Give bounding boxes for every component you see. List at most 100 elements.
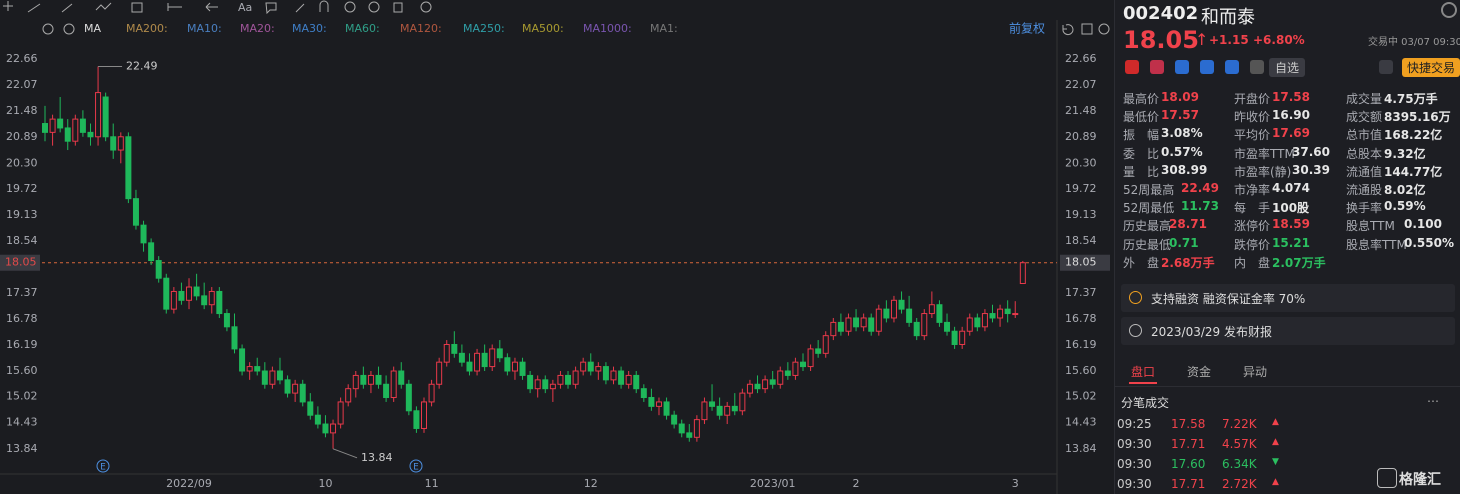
delete-tool[interactable]	[393, 2, 403, 13]
undo-icon[interactable]	[1062, 24, 1074, 36]
candle-body	[534, 379, 541, 390]
candle-body	[64, 127, 71, 142]
stat-value: 4.75万手	[1384, 92, 1438, 106]
change-pct: +6.80%	[1253, 33, 1305, 47]
candle-body	[261, 370, 268, 385]
stat-value: 0.59%	[1384, 199, 1426, 214]
candle-body	[1004, 308, 1011, 315]
candle-body	[314, 414, 321, 425]
settings-icon[interactable]	[42, 23, 54, 35]
candle-body	[216, 290, 223, 315]
line-tool[interactable]	[27, 3, 41, 13]
hide-tool[interactable]	[368, 1, 380, 13]
crosshair-icon[interactable]	[3, 1, 13, 11]
stat-label: 最高价	[1123, 92, 1160, 106]
stat-label: 内 盘	[1234, 255, 1271, 270]
ticks-title: 分笔成交	[1121, 396, 1170, 410]
tab[interactable]: 异动	[1243, 365, 1268, 379]
range-tool[interactable]	[167, 3, 182, 11]
candle-body	[375, 374, 382, 385]
candle-body	[148, 242, 155, 262]
candle-body	[959, 330, 966, 345]
stock-name: 和而泰	[1201, 7, 1255, 28]
y-tick-label-right: 19.72	[1065, 182, 1097, 195]
y-tick-label-right: 22.66	[1065, 52, 1097, 65]
notice-icon	[1129, 324, 1142, 337]
candle-body	[542, 379, 549, 390]
ma-label[interactable]: MA	[84, 22, 101, 35]
stat-value: 17.58	[1272, 90, 1310, 104]
candle-body	[625, 374, 632, 385]
y-tick-label-right: 15.60	[1065, 364, 1097, 377]
y-tick-label: 20.89	[6, 130, 38, 143]
tab[interactable]: 盘口	[1131, 365, 1156, 379]
candle-body	[87, 131, 94, 138]
pen-tool[interactable]	[295, 3, 305, 13]
compare-tool[interactable]	[420, 1, 432, 13]
candle-body	[132, 198, 139, 226]
brand: 格隆汇	[1399, 472, 1441, 488]
candle-body	[602, 366, 609, 381]
trade-price: 17.60	[1171, 457, 1206, 471]
layout-icon[interactable]	[1081, 23, 1093, 35]
notice-icon	[1129, 291, 1142, 304]
undo-tool[interactable]	[205, 2, 218, 12]
x-tick-label: 2022/09	[166, 477, 212, 490]
settings-icon[interactable]	[1441, 2, 1457, 18]
stat-label: 总股本	[1346, 146, 1383, 161]
settings-icon[interactable]	[1098, 23, 1110, 35]
stat-value: 30.39	[1292, 162, 1330, 177]
candle-body	[292, 383, 299, 394]
ray-tool[interactable]	[61, 3, 73, 13]
candle-body	[1012, 313, 1019, 316]
tab[interactable]: 资金	[1187, 365, 1212, 379]
ma-item: MA60:	[345, 22, 380, 35]
font-tool[interactable]: Aa	[238, 1, 252, 14]
stat-value: 17.57	[1161, 108, 1199, 123]
adjust-button[interactable]: 前复权	[1009, 21, 1045, 36]
candle-body	[352, 374, 359, 390]
badge-icon	[1125, 60, 1139, 74]
stat-value: 308.99	[1161, 162, 1208, 177]
measure-tool[interactable]	[131, 2, 143, 13]
candle-body	[451, 343, 458, 354]
candle-body	[519, 361, 526, 376]
candle-body	[231, 326, 238, 350]
candle-body	[549, 383, 556, 390]
trade-button[interactable]: 快捷交易	[1402, 58, 1460, 77]
stat-label: 外 盘	[1123, 255, 1160, 270]
candle-body	[360, 374, 367, 385]
candle-body	[337, 401, 344, 425]
candle-body	[246, 366, 253, 372]
magnet-tool[interactable]	[319, 0, 329, 12]
trade-direction: ▲	[1272, 477, 1279, 487]
candle-body	[95, 92, 102, 138]
stat-value: 8.02亿	[1384, 183, 1426, 197]
watch-button[interactable]: 自选	[1269, 58, 1306, 77]
more-icon: ⋯	[1427, 394, 1439, 408]
candle-body	[746, 383, 753, 394]
candle-body	[527, 374, 534, 390]
x-tick-label: 2	[853, 477, 860, 490]
stat-value: 18.09	[1161, 90, 1199, 104]
y-tick-label-right: 20.89	[1065, 130, 1097, 143]
comment-tool[interactable]	[265, 2, 277, 15]
candle-body	[345, 388, 352, 403]
close-ma-icon[interactable]	[63, 23, 75, 35]
candle-body	[640, 388, 647, 399]
trade-volume: 4.57K	[1222, 437, 1257, 451]
stat-label: 流通值	[1346, 164, 1383, 179]
candle-body	[777, 370, 784, 385]
lock-tool[interactable]	[344, 1, 356, 13]
wave-tool[interactable]	[95, 2, 112, 11]
y-tick-label-right: 16.78	[1065, 312, 1097, 325]
y-tick-label: 14.43	[6, 416, 38, 429]
trade-volume: 2.72K	[1222, 477, 1257, 491]
y-tick-label-right: 19.13	[1065, 208, 1097, 221]
trade-time: 09:30	[1117, 457, 1152, 471]
x-tick-label: 3	[1012, 477, 1019, 490]
candle-body	[125, 136, 132, 200]
candle-body	[860, 317, 867, 328]
bell-icon[interactable]	[1379, 60, 1393, 74]
stat-label: 振 幅	[1123, 128, 1160, 143]
